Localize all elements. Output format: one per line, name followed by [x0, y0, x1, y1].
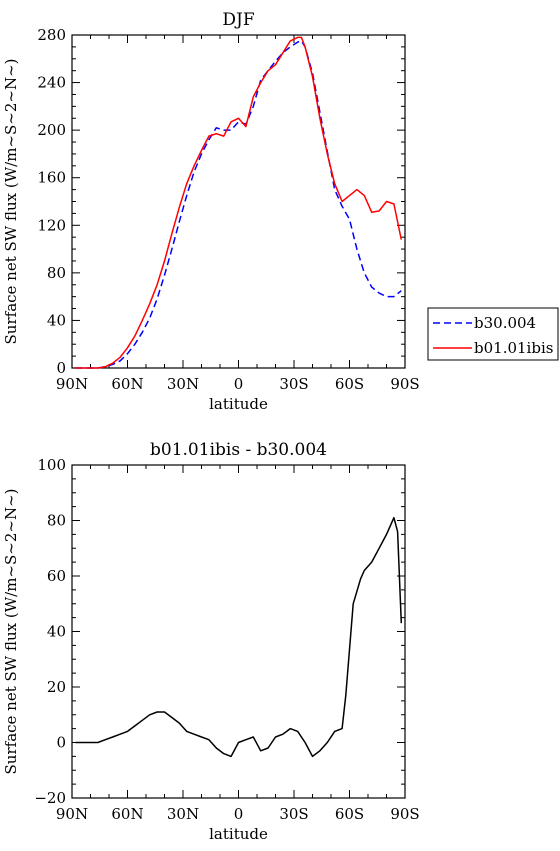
y-tick-label: 0 [56, 734, 66, 752]
x-tick-label: 60N [111, 805, 143, 823]
series-line-b01-01ibis [75, 36, 403, 369]
legend-entry-label: b01.01ibis [474, 339, 553, 357]
legend: b30.004 b01.01ibis [427, 307, 559, 361]
x-tick-label: 60N [111, 375, 143, 393]
legend-entry-label: b30.004 [474, 314, 536, 332]
x-tick-label: 90N [56, 375, 88, 393]
legend-box [427, 307, 559, 361]
plot-frame [71, 464, 406, 799]
chart-title: b01.01ibis - b30.004 [150, 440, 327, 460]
y-tick-label: 120 [37, 216, 66, 234]
y-tick-label: 100 [37, 456, 66, 474]
y-axis-label: Surface net SW flux (W/m~S~2~N~) [2, 489, 20, 775]
y-axis-label: Surface net SW flux (W/m~S~2~N~) [2, 59, 20, 345]
y-tick-label: −20 [34, 789, 66, 807]
series-line-b30-004 [75, 40, 402, 369]
x-tick-label: 0 [234, 375, 244, 393]
y-tick-label: 20 [47, 678, 66, 696]
chart-panel-1: DJF 90N 60N 30N 0 30S 60S 90S 0 40 80 120 160 200 240 2… [2, 10, 559, 413]
y-tick-label: 40 [47, 311, 66, 329]
x-axis-label: latitude [209, 825, 268, 843]
x-tick-label: 30N [167, 375, 199, 393]
x-tick-label: 30N [167, 805, 199, 823]
y-tick-label: 200 [37, 121, 66, 139]
x-axis-label: latitude [209, 395, 268, 413]
x-tick-label: 90N [56, 805, 88, 823]
x-tick-label: 60S [335, 805, 364, 823]
chart-panel-2: b01.01ibis - b30.004 90N 60N 30N 0 30S 60S 90S −… [2, 440, 420, 843]
y-tick-label: 0 [56, 359, 66, 377]
y-tick-label: 280 [37, 26, 66, 44]
y-tick-label: 80 [47, 512, 66, 530]
x-tick-label: 90S [390, 375, 419, 393]
y-tick-label: 60 [47, 567, 66, 585]
y-tick-label: 240 [37, 74, 66, 92]
chart-title: DJF [222, 10, 254, 30]
x-tick-label: 0 [234, 805, 244, 823]
x-tick-label: 90S [390, 805, 419, 823]
difference-line [75, 516, 403, 758]
x-tick-label: 30S [279, 805, 308, 823]
x-tick-label: 60S [335, 375, 364, 393]
y-tick-label: 40 [47, 623, 66, 641]
y-tick-label: 80 [47, 264, 66, 282]
x-tick-label: 30S [279, 375, 308, 393]
y-tick-label: 160 [37, 169, 66, 187]
plot-frame [71, 34, 406, 369]
